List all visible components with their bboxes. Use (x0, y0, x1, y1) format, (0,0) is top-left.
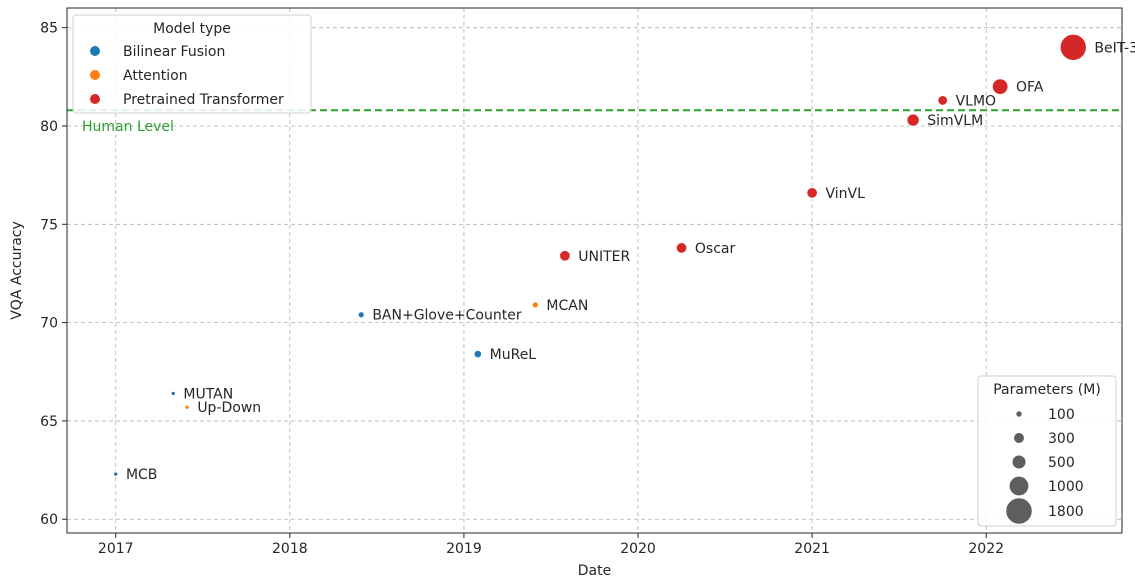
size-legend-marker (1006, 498, 1032, 524)
size-legend-marker (1009, 476, 1029, 496)
x-tick-label: 2021 (794, 541, 830, 557)
point-ofa[interactable] (992, 79, 1008, 95)
point-label: MuReL (490, 347, 537, 363)
legend-marker (90, 70, 100, 80)
point-oscar[interactable] (676, 243, 687, 254)
point-label: UNITER (578, 249, 630, 265)
legend-title: Parameters (M) (993, 382, 1101, 398)
point-label: VinVL (825, 186, 865, 202)
point-murel[interactable] (474, 350, 482, 358)
human-level-label: Human Level (82, 119, 174, 135)
point-label: BeIT-3 (1094, 40, 1135, 56)
size-legend-entry: 300 (1048, 431, 1075, 447)
legend-marker (90, 94, 100, 104)
y-tick-label: 75 (40, 217, 58, 233)
x-axis-label: Date (578, 563, 611, 579)
point-label: MCB (126, 467, 157, 483)
legend-title: Model type (153, 21, 231, 37)
point-mutan[interactable] (171, 391, 175, 395)
y-tick-label: 65 (40, 414, 58, 430)
point-mcan[interactable] (532, 302, 538, 308)
point-uniter[interactable] (560, 250, 571, 261)
y-tick-label: 70 (40, 316, 58, 332)
legend-entry: Bilinear Fusion (123, 44, 225, 60)
legend-marker (90, 46, 100, 56)
legend-box (978, 376, 1116, 526)
size-legend-entry: 1800 (1048, 504, 1084, 520)
y-tick-label: 85 (40, 21, 58, 37)
x-tick-label: 2018 (272, 541, 308, 557)
x-tick-label: 2020 (620, 541, 656, 557)
model-type-legend: Model type Bilinear Fusion Attention Pretra… (73, 15, 311, 113)
point-vinvl[interactable] (807, 187, 818, 198)
point-label: Up-Down (197, 400, 261, 416)
point-label: SimVLM (927, 113, 983, 129)
point-label: BAN+Glove+Counter (372, 308, 522, 324)
point-label: OFA (1016, 80, 1044, 96)
point-ban-glove-counter[interactable] (358, 312, 364, 318)
parameters-legend: Parameters (M) 100 300 500 1000 1800 (978, 376, 1116, 526)
y-tick-label: 80 (40, 119, 58, 135)
size-legend-entry: 100 (1048, 407, 1075, 423)
size-legend-entry: 500 (1048, 455, 1075, 471)
x-tick-label: 2019 (446, 541, 482, 557)
size-legend-entry: 1000 (1048, 479, 1084, 495)
point-beit-3[interactable] (1060, 34, 1086, 60)
point-vlmo[interactable] (938, 96, 948, 106)
legend-entry: Attention (123, 68, 188, 84)
point-label: VLMO (956, 93, 996, 109)
point-simvlm[interactable] (907, 114, 919, 126)
x-tick-label: 2022 (968, 541, 1004, 557)
point-label: MCAN (546, 298, 588, 314)
legend-entry: Pretrained Transformer (123, 92, 284, 108)
size-legend-marker (1016, 411, 1022, 417)
size-legend-marker (1014, 433, 1025, 444)
y-axis-label: VQA Accuracy (9, 221, 25, 320)
size-legend-marker (1012, 455, 1026, 469)
y-tick-label: 60 (40, 512, 58, 528)
point-up-down[interactable] (185, 405, 189, 409)
point-mcb[interactable] (114, 472, 118, 476)
point-label: Oscar (695, 241, 736, 257)
x-tick-label: 2017 (98, 541, 134, 557)
